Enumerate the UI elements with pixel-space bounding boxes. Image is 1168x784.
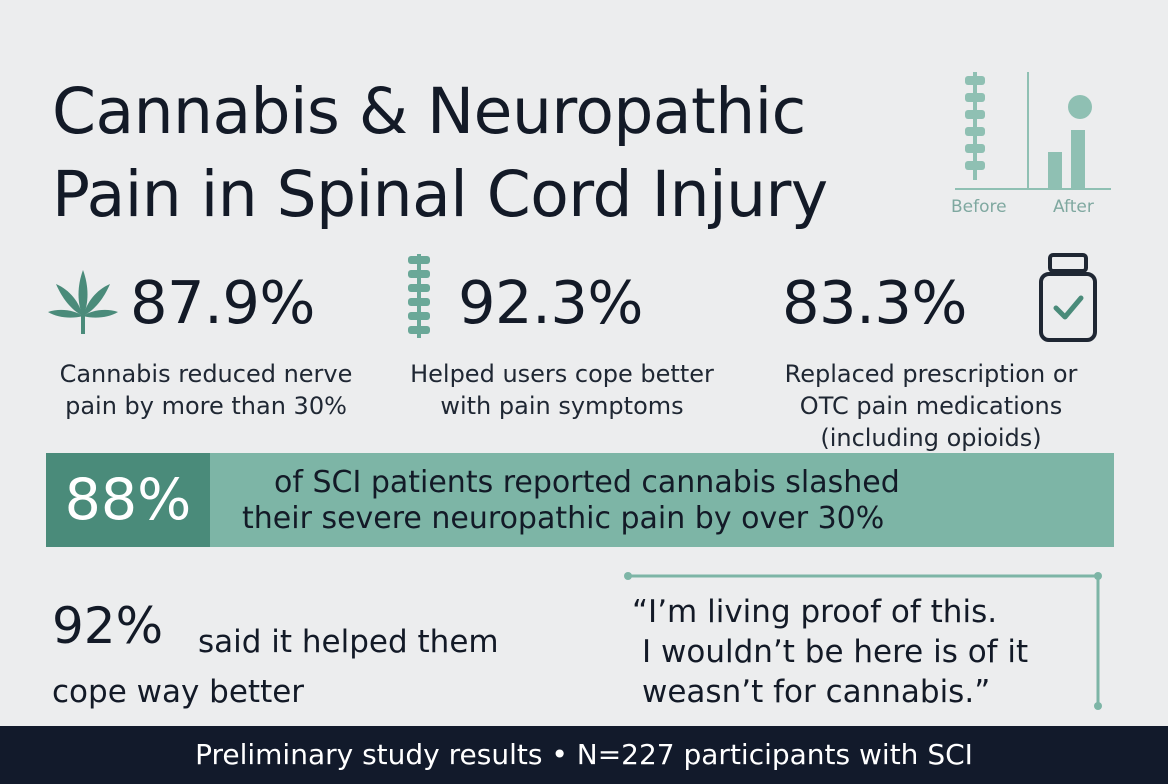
stat-value-replaced: 83.3% — [782, 268, 967, 337]
spine-icon — [965, 72, 985, 180]
stat-value-cannabis: 87.9% — [130, 268, 315, 337]
page-title: Cannabis & Neuropathic Pain in Spinal Co… — [52, 70, 932, 236]
stat-desc-line: pain by more than 30% — [65, 392, 347, 420]
after-bar — [1071, 130, 1085, 188]
stat-desc-line: (including opioids) — [820, 424, 1042, 452]
cope-text-2: cope way better — [52, 674, 305, 710]
stat-desc-cannabis: Cannabis reduced nerve pain by more than… — [32, 358, 380, 422]
cope-text-1: said it helped them — [198, 624, 499, 660]
baseline — [955, 188, 1111, 190]
banner-line-1: of SCI patients reported cannabis slashe… — [274, 465, 900, 500]
medicine-bottle-icon — [1039, 253, 1097, 342]
divider-line — [1027, 72, 1029, 189]
banner-line-2: their severe neuropathic pain by over 30… — [242, 501, 885, 536]
cope-value: 92% — [52, 597, 164, 655]
stat-desc-cope: Helped users cope better with pain sympt… — [384, 358, 740, 422]
banner-value: 88% — [46, 453, 210, 547]
stat-desc-line: Cannabis reduced nerve — [59, 360, 353, 388]
footer-bar: Preliminary study results • N=227 partic… — [0, 726, 1168, 784]
quote-frame — [624, 572, 1102, 710]
cannabis-leaf-icon — [48, 270, 118, 334]
stat-desc-line: Replaced prescription or — [784, 360, 1078, 388]
dot-icon — [1068, 95, 1092, 119]
before-after-illustration: Before After — [951, 72, 1115, 222]
testimonial-quote: “I’m living proof of this. I wouldn’t be… — [632, 592, 1072, 712]
spine-icon — [408, 254, 430, 338]
title-line-1: Cannabis & Neuropathic — [52, 75, 806, 148]
before-label: Before — [951, 197, 1007, 217]
quote-line-1: “I’m living proof of this. — [632, 594, 998, 630]
stat-desc-line: with pain symptoms — [440, 392, 684, 420]
stat-value-cope: 92.3% — [458, 268, 643, 337]
quote-line-3: weasn’t for cannabis.” — [642, 674, 991, 710]
stat-desc-line: OTC pain medications — [799, 392, 1063, 420]
banner-text: of SCI patients reported cannabis slashe… — [242, 465, 1102, 537]
quote-line-2: I wouldn’t be here is of it — [642, 634, 1029, 670]
after-label: After — [1053, 197, 1094, 217]
stat-desc-line: Helped users cope better — [410, 360, 714, 388]
before-bar — [1048, 152, 1062, 188]
stat-desc-replaced: Replaced prescription or OTC pain medica… — [744, 358, 1118, 454]
highlight-banner: 88% of SCI patients reported cannabis sl… — [46, 453, 1114, 547]
title-line-2: Pain in Spinal Cord Injury — [52, 158, 828, 231]
